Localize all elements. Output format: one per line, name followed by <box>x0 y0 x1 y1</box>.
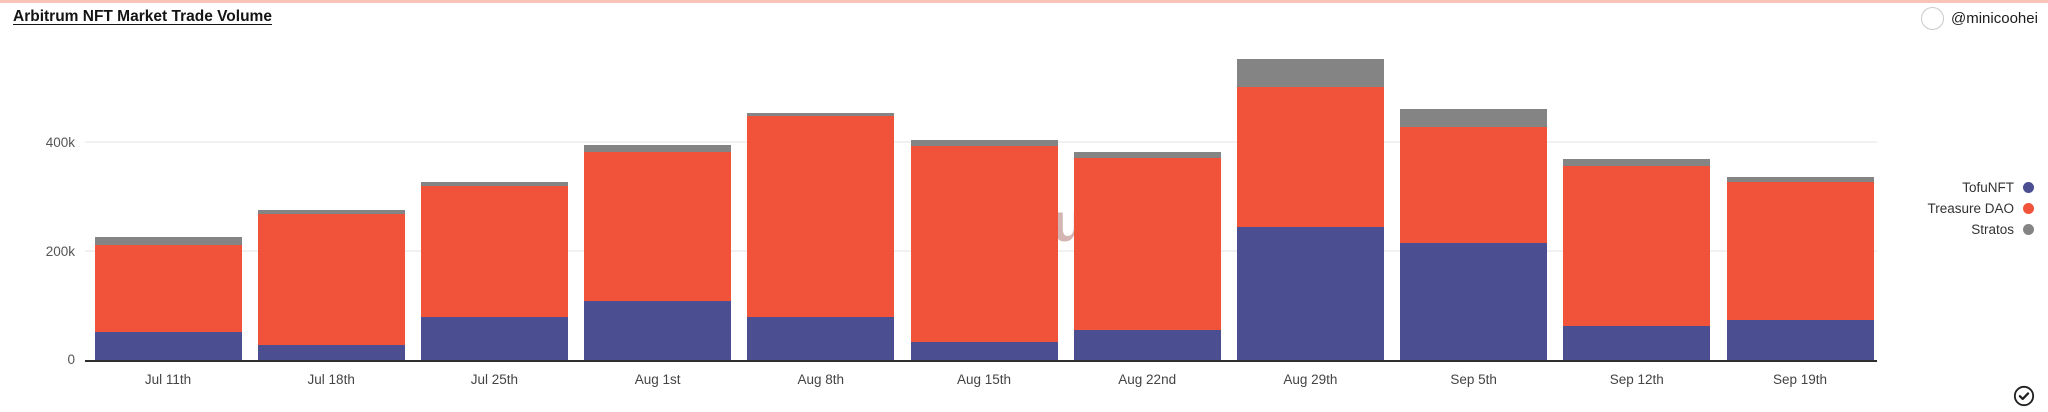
bar-segment <box>420 186 568 318</box>
bar-segment <box>1563 326 1711 360</box>
bar-segment <box>910 146 1058 342</box>
bar-segment <box>1400 109 1548 128</box>
x-axis-label: Jul 11th <box>144 372 192 387</box>
y-axis-tick-label: 400k <box>45 135 75 150</box>
bar-segment <box>1073 151 1221 158</box>
bar-segment <box>94 331 242 360</box>
bar-segment <box>1236 227 1384 360</box>
x-axis-line <box>85 360 1877 362</box>
bar-segment <box>584 145 732 152</box>
bar-segment <box>1726 182 1874 321</box>
page-title[interactable]: Arbitrum NFT Market Trade Volume <box>13 8 272 25</box>
bar-segment <box>257 214 405 346</box>
stacked-bar <box>910 139 1058 360</box>
bar-segment <box>1073 330 1221 360</box>
bar-segment <box>910 139 1058 147</box>
bar-segment <box>1236 87 1384 228</box>
bar-segment <box>1400 127 1548 244</box>
x-axis-label: Sep 19th <box>1772 372 1828 387</box>
legend-item[interactable]: TofuNFT <box>1927 179 2034 196</box>
bar-segment <box>584 301 732 360</box>
bar-segment <box>910 341 1058 360</box>
bar-segment <box>420 182 568 187</box>
x-axis-label: Aug 22nd <box>1118 372 1177 387</box>
bar-segment <box>1400 243 1548 360</box>
legend-item[interactable]: Stratos <box>1927 221 2034 238</box>
bar-segment <box>1726 320 1874 360</box>
legend-label: Treasure DAO <box>1927 201 2014 216</box>
stacked-bar <box>257 210 405 360</box>
stacked-bar <box>1563 158 1711 360</box>
stacked-bar <box>1236 58 1384 360</box>
x-axis-label: Jul 25th <box>470 372 519 387</box>
bar-chart-plot-area: 0 200k 400k Jul 11th Jul 18th Jul 25th Aug 1st… <box>46 29 1877 387</box>
legend-label: TofuNFT <box>1962 180 2014 195</box>
author-handle[interactable]: @minicoohei <box>1951 10 2038 27</box>
x-axis-label: Jul 18th <box>307 372 355 387</box>
chart-legend: TofuNFT Treasure DAO Stratos <box>1927 179 2034 238</box>
stacked-bar <box>420 182 568 360</box>
x-axis-label: Aug 15th <box>956 372 1012 387</box>
x-axis-label: Sep 5th <box>1450 372 1497 387</box>
bar-segment <box>94 245 242 332</box>
bar-segment <box>747 116 895 318</box>
bar-segment <box>1563 165 1711 327</box>
bar-segment <box>257 210 405 215</box>
check-circle-icon[interactable] <box>2013 385 2035 407</box>
avatar[interactable] <box>1921 7 1944 30</box>
legend-color-dot <box>2023 182 2034 193</box>
legend-color-dot <box>2023 224 2034 235</box>
stacked-bar <box>1073 151 1221 360</box>
stacked-bar <box>1726 176 1874 360</box>
bar-segment <box>1563 158 1711 166</box>
author-attribution[interactable]: @minicoohei <box>1921 7 2038 30</box>
bar-segment <box>1073 157 1221 331</box>
bar-segment <box>747 112 895 117</box>
bar-segment <box>1726 176 1874 183</box>
y-axis-tick-label: 200k <box>45 243 75 259</box>
x-axis-label: Aug 1st <box>634 372 681 387</box>
legend-color-dot <box>2023 203 2034 214</box>
stacked-bar <box>584 145 732 360</box>
bar-segment <box>94 237 242 245</box>
y-axis-tick-label: 0 <box>67 352 75 367</box>
stacked-bar <box>1400 109 1548 360</box>
stacked-bar <box>747 112 895 360</box>
x-axis-label: Aug 8th <box>797 372 845 387</box>
card-top-accent <box>0 0 2048 3</box>
bar-segment <box>420 317 568 360</box>
legend-label: Stratos <box>1971 222 2014 237</box>
bar-segment <box>584 151 732 302</box>
legend-item[interactable]: Treasure DAO <box>1927 200 2034 217</box>
bar-segment <box>747 317 895 360</box>
bar-segment <box>257 345 405 360</box>
x-axis-label: Aug 29th <box>1283 372 1338 387</box>
stacked-bar <box>94 237 242 360</box>
x-axis-label: Sep 12th <box>1609 372 1664 387</box>
bar-segment <box>1236 58 1384 88</box>
